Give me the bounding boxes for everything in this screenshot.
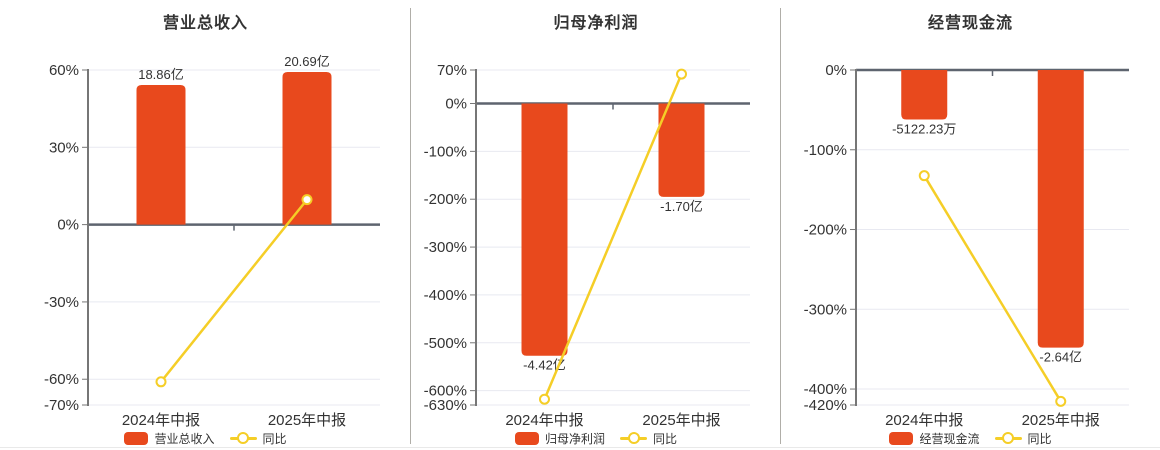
bar-2025年中报[interactable]	[282, 72, 332, 225]
y-tick-label: 0%	[825, 62, 847, 79]
y-tick-label: 60%	[49, 62, 79, 79]
bar-swatch-icon	[889, 431, 914, 445]
panel-divider	[780, 8, 781, 444]
legend-line-label: 同比	[262, 431, 287, 446]
bar-value-label: -4.42亿	[523, 358, 566, 373]
yoy-marker-2024年中报[interactable]	[918, 170, 930, 182]
y-tick-label: 30%	[49, 139, 79, 156]
panel-divider	[410, 8, 411, 444]
x-axis-label: 2024年中报	[505, 412, 583, 429]
legend-line-label: 同比	[653, 431, 678, 446]
y-tick-label: -30%	[44, 294, 79, 311]
chart-title: 归母净利润	[553, 15, 639, 32]
legend-item-line[interactable]: 同比	[229, 430, 287, 447]
yoy-marker-2024年中报[interactable]	[155, 376, 167, 388]
x-axis-label: 2024年中报	[122, 412, 200, 429]
chart-canvas-cash-flow: 0% -100% -200% -300% -400%-420% -5122.23万 -2.6…	[804, 62, 1129, 429]
legend-bar-label: 营业总收入	[154, 431, 215, 446]
y-tick-label: -500%	[424, 335, 467, 352]
y-tick-label: -100%	[804, 142, 847, 159]
figure-bottom-rule	[0, 447, 1160, 448]
line-swatch-icon	[229, 432, 257, 444]
legend-bar-label: 归母净利润	[544, 431, 605, 446]
y-tick-label: -300%	[804, 301, 847, 318]
yoy-line	[160, 198, 308, 383]
bar-2024年中报[interactable]	[521, 103, 568, 356]
y-tick-label: 70%	[437, 62, 467, 79]
legend-item-line[interactable]: 同比	[620, 430, 677, 447]
yoy-line	[543, 73, 683, 400]
x-axis-label: 2025年中报	[268, 412, 346, 429]
yoy-marker-2025年中报[interactable]	[301, 194, 313, 206]
yoy-marker-2024年中报[interactable]	[539, 393, 550, 405]
chart-canvas-net-profit: 70% 0% -100% -200% -300% -400% -500% -600%-630%…	[424, 62, 750, 429]
y-tick-label: -60%	[44, 371, 79, 388]
yoy-line	[923, 175, 1062, 402]
bar-2024年中报[interactable]	[901, 70, 948, 120]
bar-value-label: 18.86亿	[138, 67, 184, 82]
legend-bar-label: 经营现金流	[919, 431, 980, 446]
chart-panel-net-profit: 归母净利润 70% 0% -100% -200% -300% -400% -500% -600…	[411, 0, 781, 450]
chart-canvas-revenue: 60% 30% 0% -30% -60% -70% 18.86亿 20.69亿 2024年中报 2…	[44, 54, 380, 429]
y-tick-label: -70%	[44, 397, 79, 414]
y-tick-label: -600%	[424, 383, 467, 400]
bar-swatch-icon	[514, 431, 539, 445]
bar-2025年中报[interactable]	[1037, 70, 1084, 348]
line-swatch-icon	[620, 432, 647, 444]
chart-panel-revenue: 营业总收入 60% 30% 0% -30% -60% -70% 18.86亿 20.69亿 20…	[0, 0, 411, 450]
bar-swatch-icon	[124, 431, 149, 445]
bar-value-label: -2.64亿	[1039, 350, 1082, 365]
bar-value-label: 20.69亿	[284, 54, 330, 69]
y-tick-label: -200%	[804, 222, 847, 239]
yoy-marker-2025年中报[interactable]	[1055, 395, 1067, 407]
y-tick-label: 0%	[57, 217, 79, 234]
bar-2025年中报[interactable]	[658, 103, 705, 197]
chart-legend: 经营现金流 同比	[781, 429, 1160, 447]
y-tick-label: -400%	[804, 381, 847, 398]
legend-item-line[interactable]: 同比	[994, 430, 1052, 447]
chart-legend: 归母净利润 同比	[411, 429, 781, 447]
y-tick-label: -100%	[424, 143, 467, 160]
x-axis-label: 2025年中报	[1022, 412, 1100, 429]
y-tick-label: -630%	[424, 397, 467, 414]
chart-title: 营业总收入	[162, 15, 248, 32]
y-tick-label: -400%	[424, 287, 467, 304]
y-tick-label: -420%	[804, 397, 847, 414]
line-swatch-icon	[994, 432, 1022, 444]
chart-panel-cash-flow: 经营现金流 0% -100% -200% -300% -400% -420% -5122.2…	[781, 0, 1160, 450]
chart-title: 经营现金流	[927, 15, 1013, 32]
x-axis-label: 2025年中报	[642, 412, 720, 429]
legend-line-label: 同比	[1027, 431, 1052, 446]
legend-item-bar[interactable]: 营业总收入	[124, 430, 215, 447]
yoy-marker-2025年中报[interactable]	[676, 68, 687, 80]
bar-2024年中报[interactable]	[136, 84, 186, 225]
legend-item-bar[interactable]: 归母净利润	[514, 430, 605, 447]
bar-value-label: -5122.23万	[892, 121, 956, 136]
y-tick-label: -200%	[424, 191, 467, 208]
legend-item-bar[interactable]: 经营现金流	[889, 430, 980, 447]
bar-value-label: -1.70亿	[660, 199, 703, 214]
y-tick-label: -300%	[424, 239, 467, 256]
y-tick-label: 0%	[445, 96, 467, 113]
chart-legend: 营业总收入 同比	[0, 429, 411, 447]
x-axis-label: 2024年中报	[885, 412, 963, 429]
